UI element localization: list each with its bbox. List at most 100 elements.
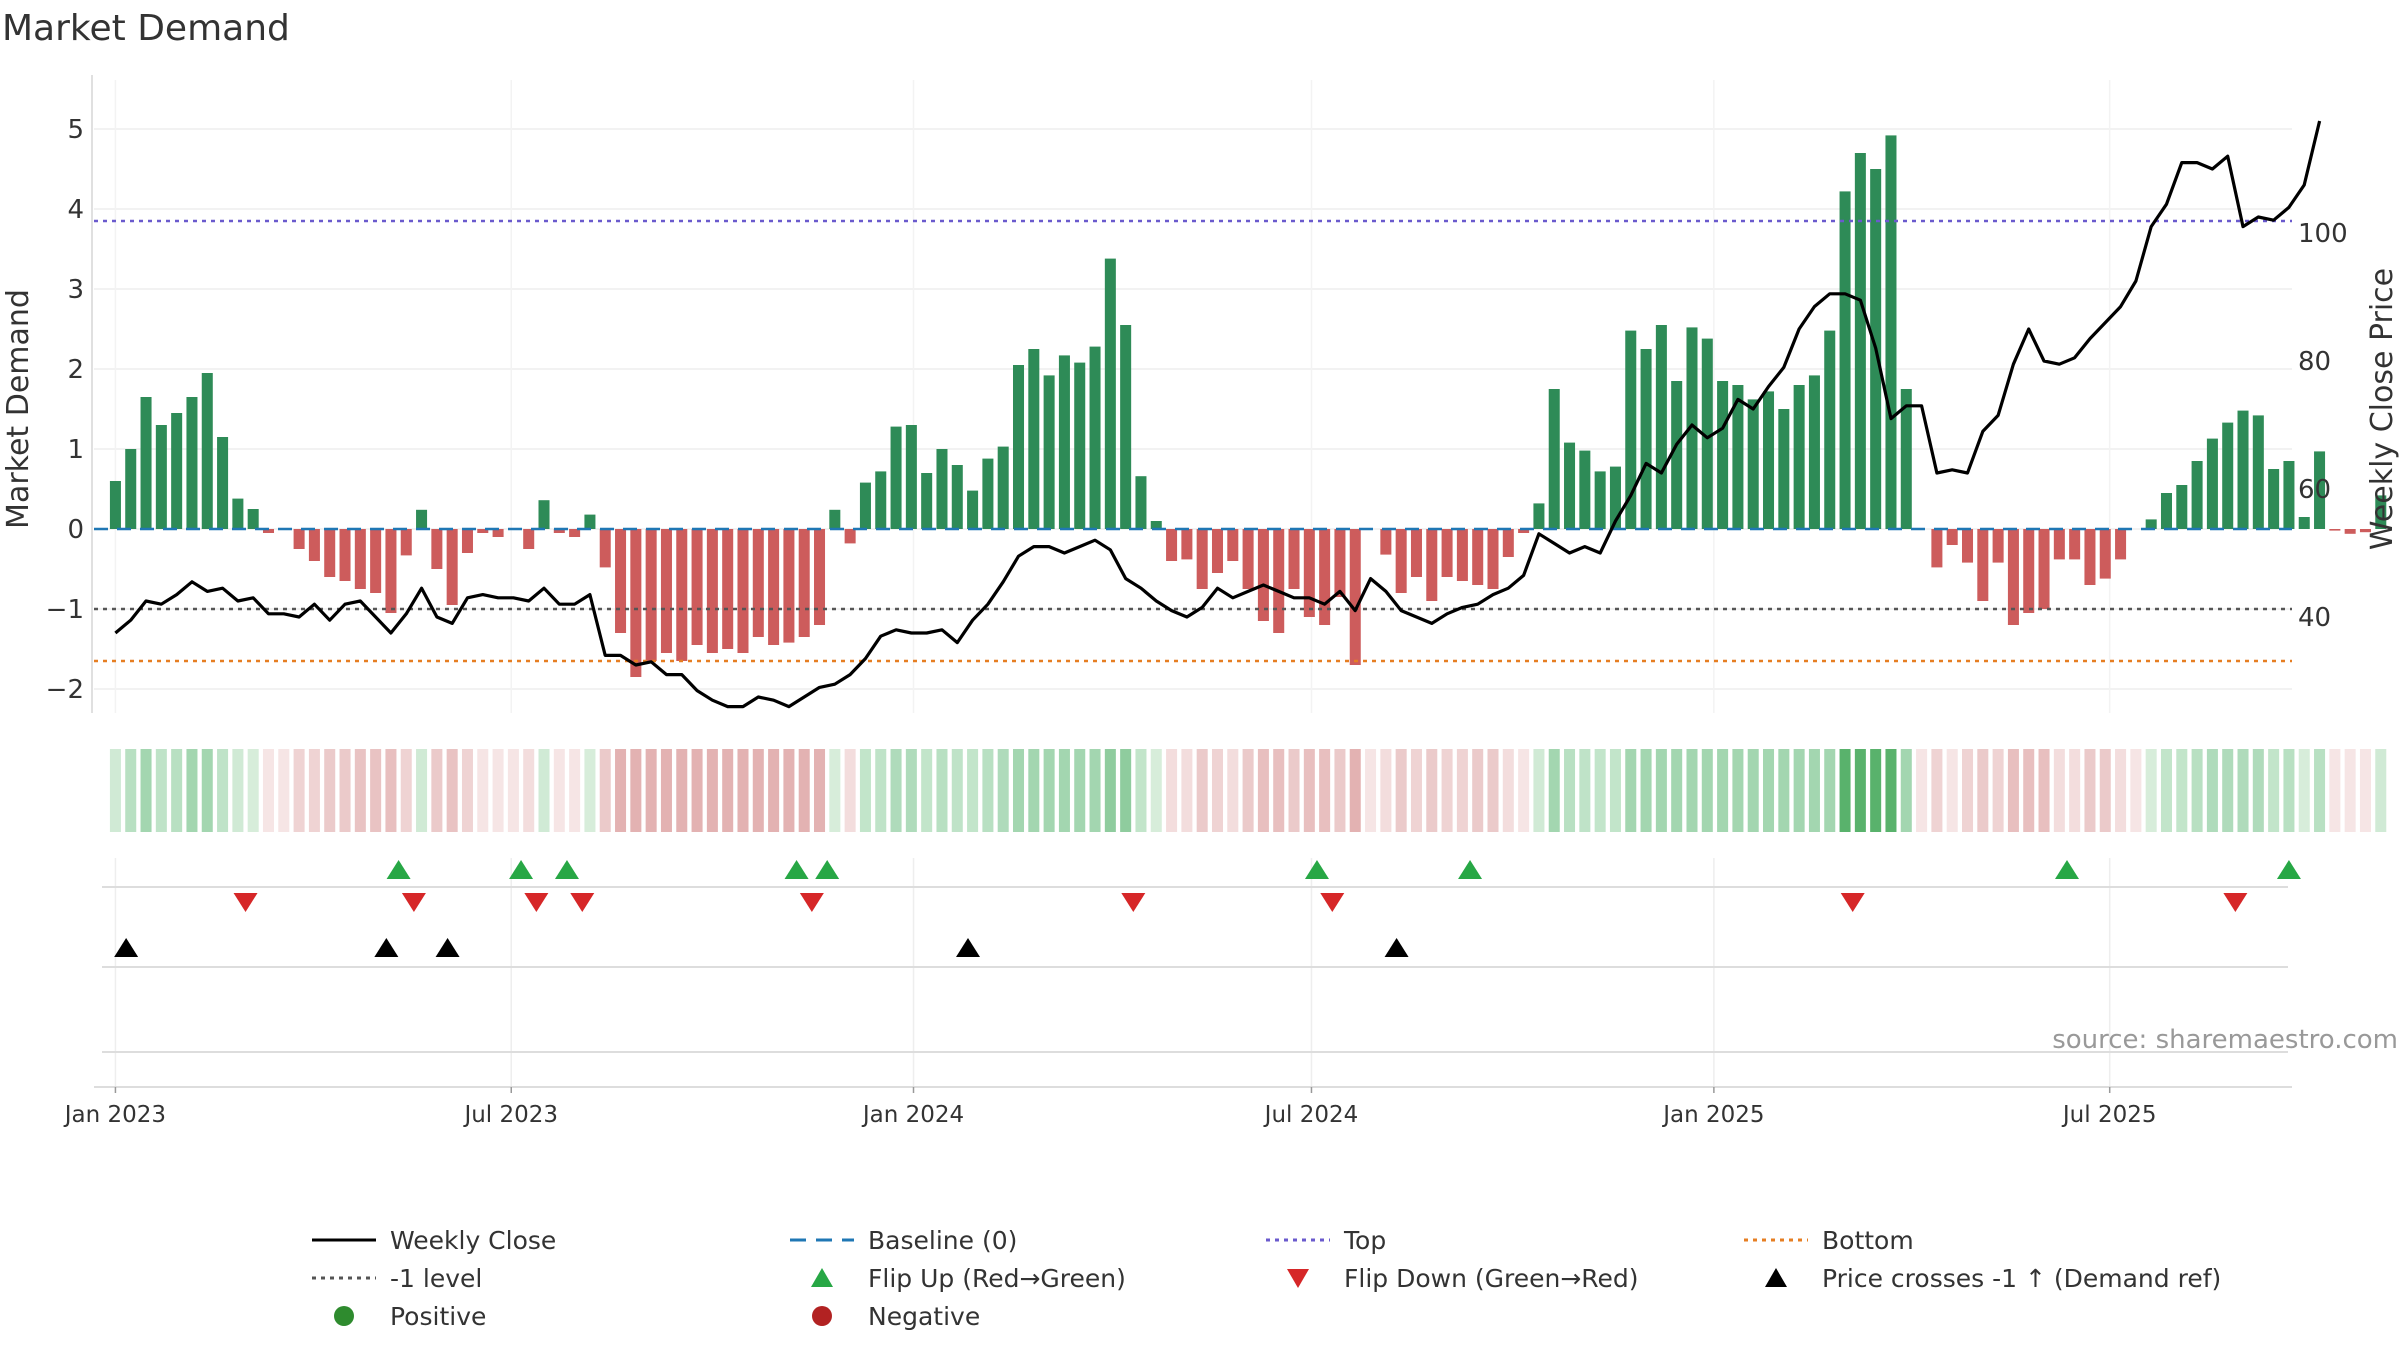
demand-bar-positive (2375, 495, 2387, 529)
flip-down-marker (233, 893, 258, 912)
demand-bar-negative (308, 529, 320, 561)
heat-cell (630, 749, 642, 832)
heat-cell (2099, 749, 2111, 832)
demand-bar-positive (1808, 375, 1820, 529)
heat-cell (859, 749, 871, 832)
heat-cell (1365, 749, 1377, 832)
heat-cell (1686, 749, 1698, 832)
demand-bar-positive (1778, 409, 1790, 529)
legend-label: Baseline (0) (868, 1225, 1018, 1255)
circle-icon (334, 1306, 354, 1326)
demand-bar-negative (2344, 529, 2356, 534)
legend-label: Top (1344, 1225, 1387, 1255)
heat-cell (829, 749, 841, 832)
heat-cell (1900, 749, 1912, 832)
demand-bar-negative (431, 529, 443, 569)
heat-cell (1028, 749, 1040, 832)
demand-bar-negative (492, 529, 504, 537)
heat-cell (569, 749, 581, 832)
demand-bar-negative (615, 529, 627, 633)
demand-bar-positive (2252, 415, 2264, 529)
legend-line-solid-icon (312, 1238, 376, 1242)
demand-bar-positive (859, 482, 871, 529)
demand-bar-negative (477, 529, 489, 533)
demand-bar-positive (1609, 466, 1621, 529)
source-note: source: sharemaestro.com (2052, 1025, 2398, 1055)
heat-cell (1273, 749, 1285, 832)
demand-bar-positive (2298, 517, 2310, 529)
heat-cell (1778, 749, 1790, 832)
heat-cell (370, 749, 382, 832)
demand-bar-negative (2329, 529, 2341, 531)
demand-bar-positive (1701, 338, 1713, 529)
heat-cell (752, 749, 764, 832)
heat-cell (2053, 749, 2065, 832)
demand-bar-negative (1456, 529, 1468, 581)
circle-icon (812, 1306, 832, 1326)
heat-cell (814, 749, 826, 832)
heat-cell (676, 749, 688, 832)
heat-cell (1196, 749, 1208, 832)
demand-bar-negative (2038, 529, 2050, 609)
heat-cell (201, 749, 213, 832)
heat-cell (1166, 749, 1178, 832)
demand-bar-negative (354, 529, 366, 589)
heat-cell (1303, 749, 1315, 832)
flip-up-marker (554, 860, 579, 879)
demand-bar-positive (2176, 485, 2188, 529)
demand-bar-positive (1900, 389, 1912, 529)
heat-cell (1089, 749, 1101, 832)
demand-bar-positive (217, 437, 229, 529)
price-cross-marker (1384, 938, 1409, 957)
demand-bar-negative (461, 529, 473, 553)
heat-cell (599, 749, 611, 832)
demand-bar-negative (630, 529, 642, 677)
demand-bar-negative (783, 529, 795, 643)
flip-down-marker (2223, 893, 2248, 912)
heat-cell (1763, 749, 1775, 832)
heat-cell (1288, 749, 1300, 832)
demand-bar-negative (385, 529, 397, 613)
demand-bar-negative (1931, 529, 1943, 568)
demand-bar-negative (553, 529, 565, 533)
demand-bar-positive (890, 426, 902, 529)
heat-cell (1012, 749, 1025, 832)
demand-bar-positive (109, 481, 121, 529)
heat-cell (1961, 749, 1974, 832)
legend-line-dotted-icon (312, 1276, 376, 1280)
demand-bar-positive (2206, 438, 2218, 529)
demand-bar-positive (584, 514, 596, 529)
demand-bar-positive (1012, 365, 1025, 529)
legend-label: Price crosses -1 ↑ (Demand ref) (1822, 1263, 2222, 1293)
demand-bar-negative (1441, 529, 1453, 577)
demand-bar-negative (1334, 529, 1346, 597)
heat-cell (2130, 749, 2142, 832)
x-tick-label: Jul 2025 (2061, 1102, 2157, 1128)
price-cross-marker (435, 938, 460, 957)
heat-cell (645, 749, 657, 832)
legend-weekly-close: Weekly Close (310, 1222, 556, 1258)
demand-bar-negative (1410, 529, 1422, 577)
demand-bar-positive (232, 498, 244, 529)
demand-bar-negative (2115, 529, 2127, 560)
demand-bar-negative (1380, 529, 1392, 555)
legend-flip-up: Flip Up (Red→Green) (788, 1260, 1126, 1296)
y-tick-label: 1 (67, 435, 84, 465)
heat-cell (385, 749, 397, 832)
x-tick-label: Jan 2023 (63, 1102, 166, 1128)
flip-down-marker (1121, 893, 1146, 912)
y2-tick-label: 100 (2298, 219, 2348, 249)
heat-cell (308, 749, 320, 832)
demand-bar-positive (1135, 476, 1147, 529)
demand-bar-negative (324, 529, 336, 577)
heat-cell (1242, 749, 1254, 832)
heat-cell (2314, 749, 2326, 832)
legend-line-dashed-icon (790, 1238, 854, 1242)
heat-cell (1502, 749, 1514, 832)
demand-bar-negative (1426, 529, 1438, 601)
heat-cell (2115, 749, 2127, 832)
heat-cell (1487, 749, 1499, 832)
demand-bar-negative (446, 529, 458, 605)
demand-bar-positive (186, 397, 198, 529)
legend-label: Flip Up (Red→Green) (868, 1263, 1126, 1293)
